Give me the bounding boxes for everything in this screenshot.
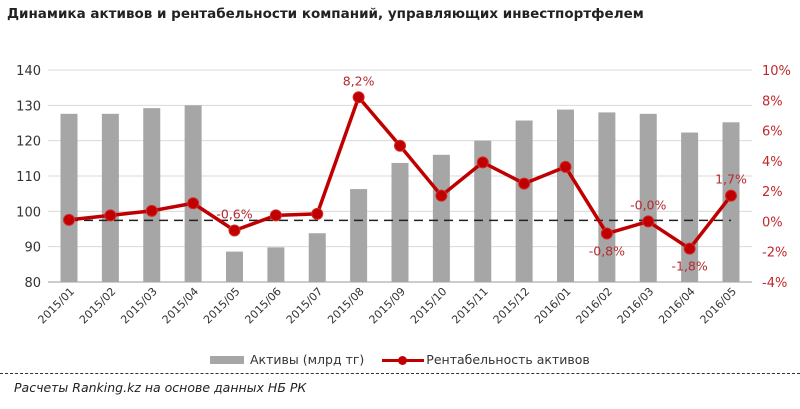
x-tick-label: 2015/12 — [491, 285, 533, 327]
x-tick-label: 2016/02 — [573, 285, 615, 327]
x-tick-label: 2016/01 — [532, 285, 574, 327]
asset-bar — [143, 108, 161, 282]
line-marker — [104, 209, 117, 222]
data-label: -1,8% — [671, 259, 707, 274]
asset-bar — [267, 247, 285, 282]
right-tick-label: 8% — [762, 94, 783, 109]
asset-bar — [350, 189, 368, 282]
right-tick-label: 2% — [762, 185, 783, 200]
legend-line-swatch — [382, 354, 425, 366]
x-tick-label: 2015/01 — [36, 285, 78, 327]
left-axis-ticks: 140 130 120 110 100 90 80 — [16, 64, 41, 291]
x-tick-label: 2015/10 — [408, 285, 450, 327]
asset-bar — [432, 154, 450, 282]
source-note: Расчеты Ranking.kz на основе данных НБ Р… — [14, 380, 307, 395]
line-marker — [63, 213, 75, 226]
line-marker — [394, 139, 406, 152]
left-tick-label: 140 — [16, 64, 41, 79]
asset-bar — [308, 233, 326, 282]
left-tick-label: 90 — [24, 241, 41, 256]
x-axis-ticks: 2015/01 2015/02 2015/03 2015/04 2015/05 2015/… — [36, 285, 740, 327]
line-marker — [352, 91, 365, 104]
x-tick-label: 2015/08 — [325, 285, 367, 327]
right-tick-label: 0% — [762, 215, 783, 230]
data-label: -0,0% — [630, 197, 666, 212]
asset-bars — [60, 105, 740, 283]
legend-bar-label: Активы (млрд тг) — [250, 352, 365, 367]
x-tick-label: 2015/09 — [367, 285, 409, 327]
asset-bar — [226, 251, 243, 282]
x-tick-label: 2015/06 — [242, 285, 284, 327]
profitability-line — [63, 91, 737, 255]
line-marker — [269, 209, 282, 222]
left-tick-label: 130 — [16, 99, 41, 114]
left-tick-label: 80 — [24, 276, 41, 291]
chart-title: Динамика активов и рентабельности компан… — [7, 6, 644, 22]
line-marker — [476, 156, 489, 169]
right-tick-label: 4% — [762, 155, 783, 170]
asset-bar — [515, 120, 533, 282]
x-tick-label: 2015/11 — [449, 285, 491, 327]
line-marker — [559, 160, 572, 173]
line-marker — [228, 224, 241, 237]
asset-bar — [60, 113, 78, 283]
x-tick-label: 2015/07 — [284, 285, 326, 327]
asset-bar — [639, 113, 657, 283]
x-tick-label: 2015/05 — [201, 285, 243, 327]
data-labels: -0,6% 8,2% -0,8% -0,0% -1,8% 1,7% — [216, 73, 747, 273]
left-tick-label: 110 — [16, 170, 41, 185]
data-label: -0,6% — [216, 207, 252, 222]
line-marker — [725, 189, 737, 202]
right-tick-label: -4% — [762, 276, 787, 291]
data-label: -0,8% — [589, 244, 625, 259]
data-label: 1,7% — [715, 172, 747, 187]
x-tick-label: 2015/04 — [160, 285, 202, 327]
line-marker — [642, 215, 655, 228]
x-tick-label: 2016/04 — [656, 285, 698, 327]
line-marker — [187, 197, 200, 210]
line-marker — [518, 177, 531, 190]
asset-bar — [474, 140, 492, 282]
legend: Активы (млрд тг) Рентабельность активов — [210, 352, 590, 367]
line-marker — [683, 242, 696, 255]
right-tick-label: 6% — [762, 125, 783, 140]
asset-bar — [184, 105, 202, 282]
right-tick-label: 10% — [762, 64, 791, 79]
left-tick-label: 100 — [16, 205, 41, 220]
line-marker — [311, 207, 324, 220]
asset-bar — [598, 112, 616, 283]
combo-chart: -0,6% 8,2% -0,8% -0,0% -1,8% 1,7% 140 130 120 11… — [16, 64, 791, 327]
legend-line-label: Рентабельность активов — [426, 352, 590, 367]
x-tick-label: 2015/03 — [118, 285, 160, 327]
line-marker — [145, 204, 158, 217]
asset-bar — [391, 162, 409, 282]
x-tick-label: 2015/02 — [77, 285, 119, 327]
x-tick-label: 2016/05 — [698, 285, 740, 327]
asset-bar — [557, 109, 574, 282]
right-tick-label: -2% — [762, 246, 787, 261]
line-marker — [600, 227, 613, 240]
asset-bar — [101, 113, 119, 283]
right-axis-ticks: 10% 8% 6% 4% 2% 0% -2% -4% — [762, 64, 791, 291]
data-label: 8,2% — [343, 73, 375, 88]
x-tick-label: 2016/03 — [615, 285, 657, 327]
left-tick-label: 120 — [16, 135, 41, 150]
line-marker — [435, 189, 448, 202]
asset-bar — [722, 122, 740, 282]
footer-divider — [0, 373, 800, 374]
legend-bar-swatch — [210, 355, 244, 364]
